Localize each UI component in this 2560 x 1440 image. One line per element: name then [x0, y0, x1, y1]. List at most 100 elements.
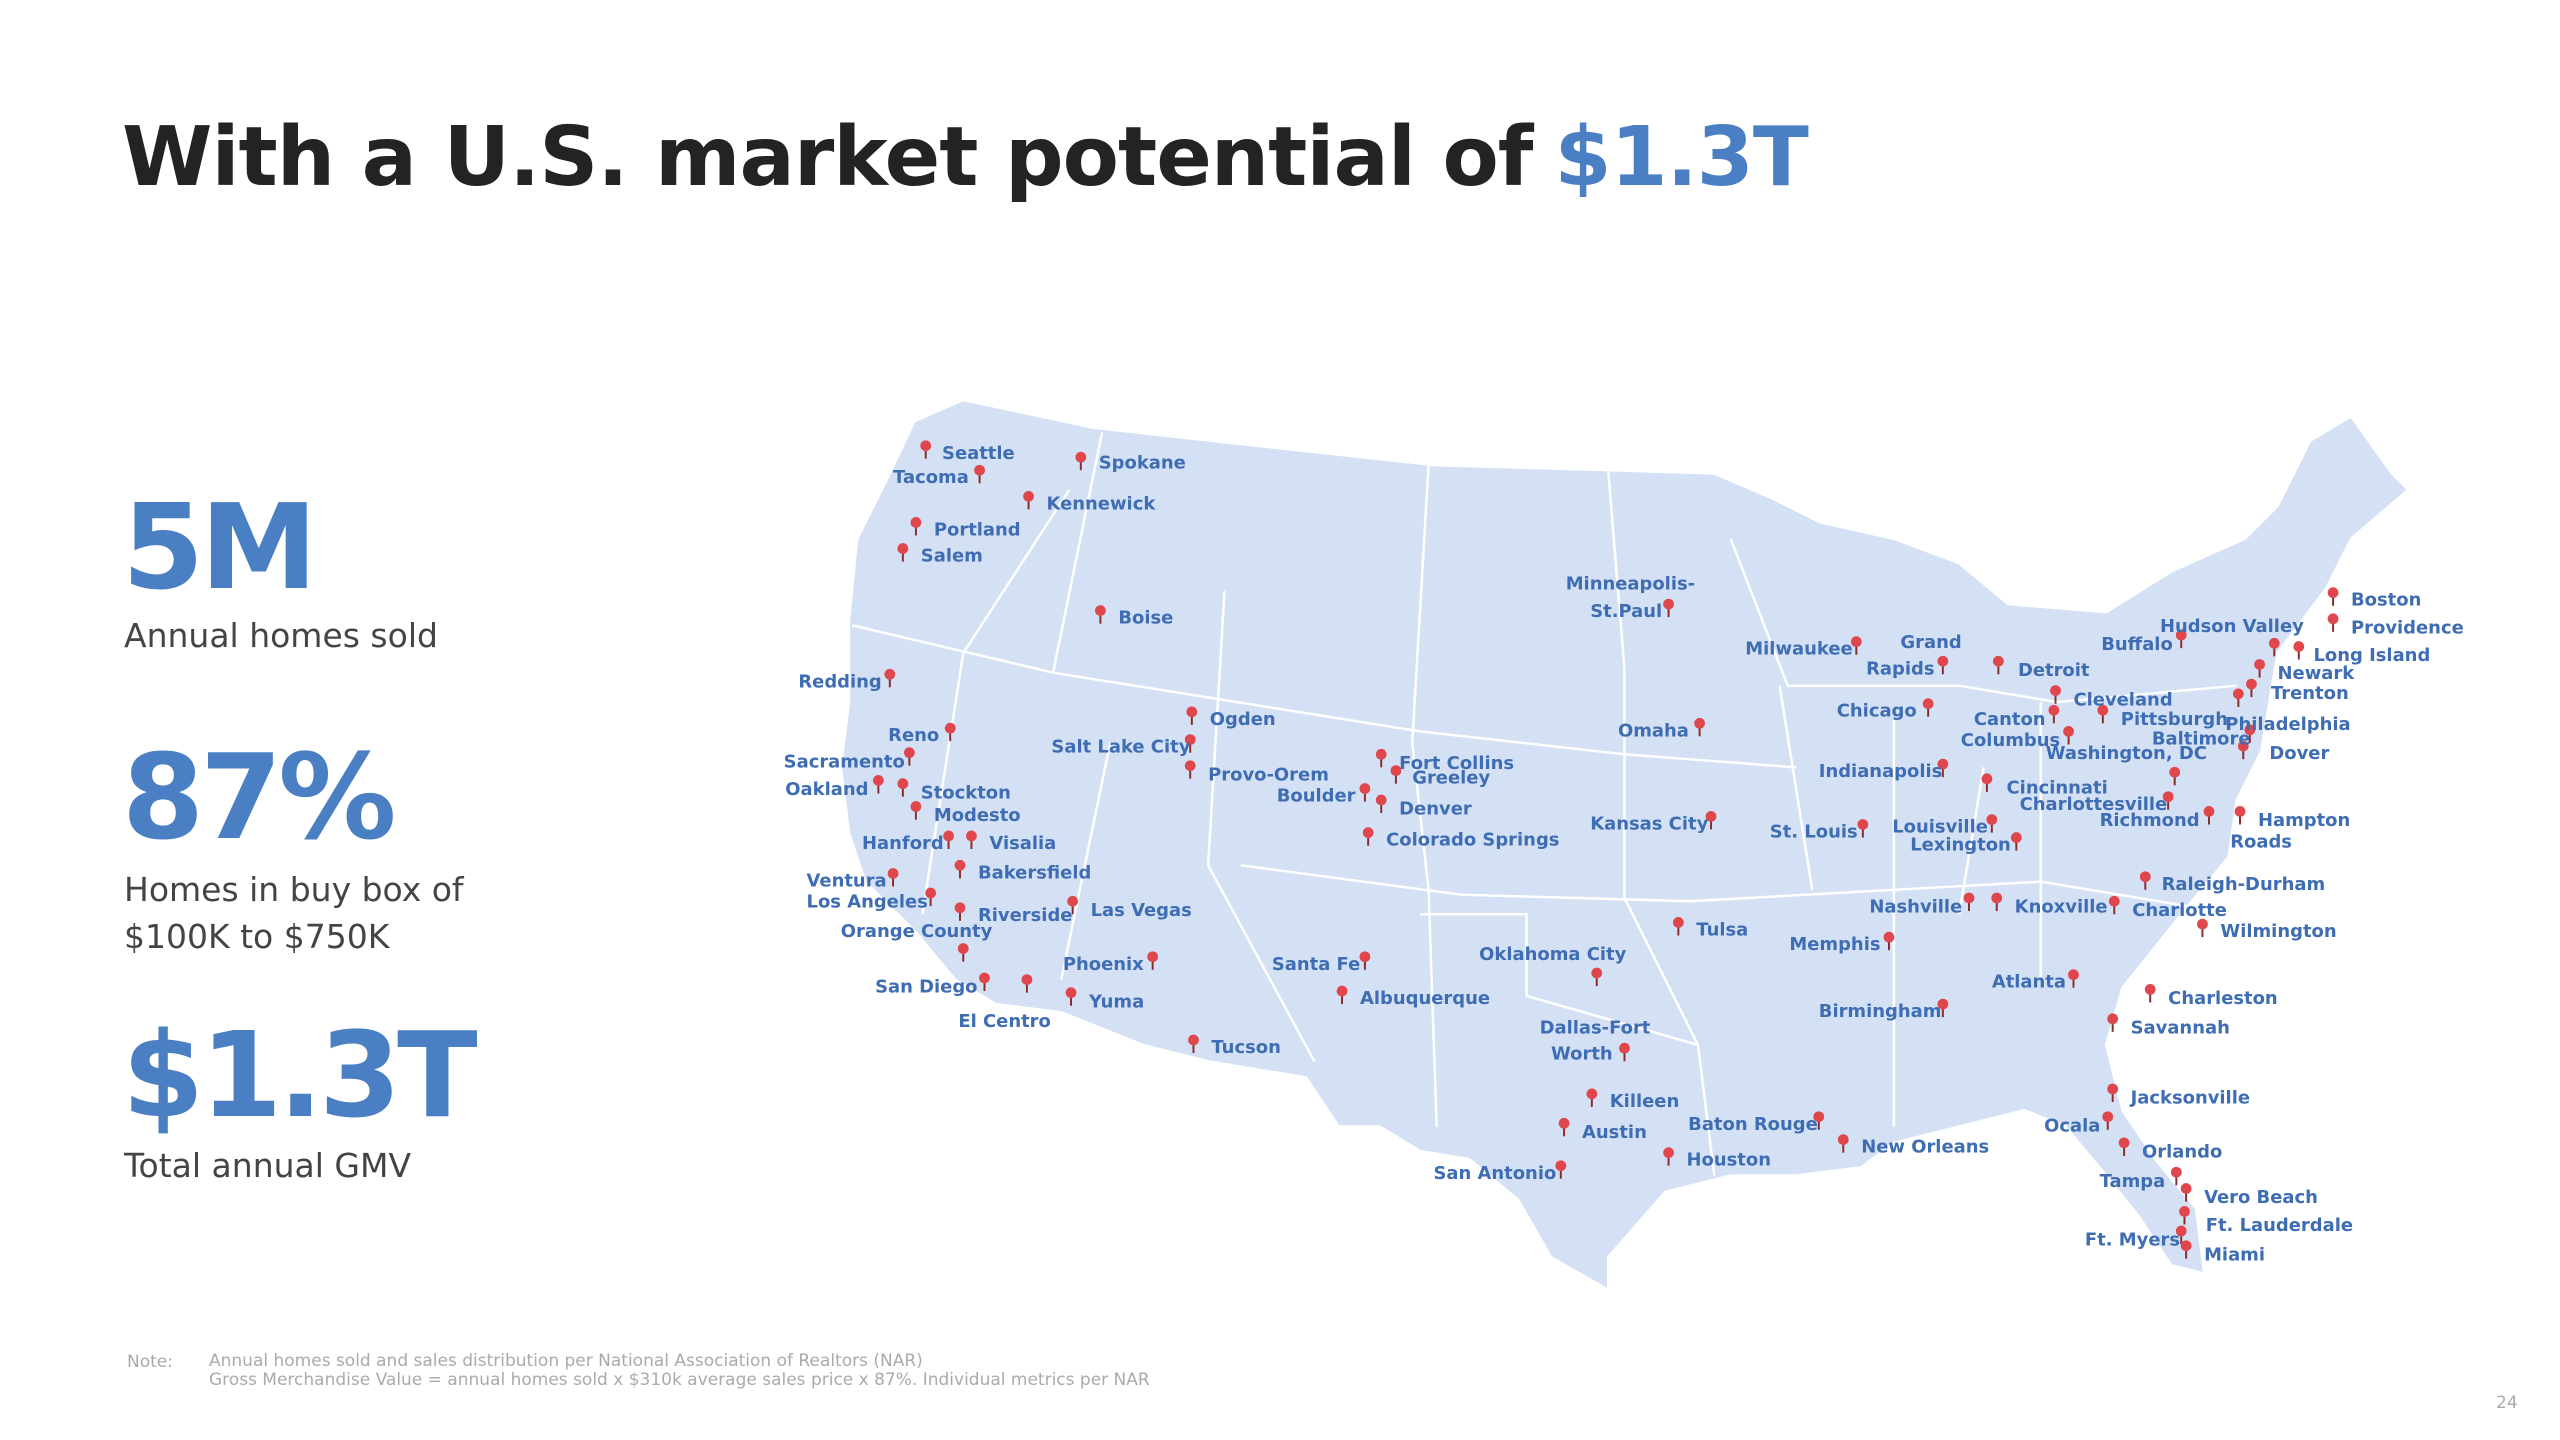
city-label: Austin: [1582, 1122, 1647, 1143]
pin-head: [2244, 724, 2256, 736]
city-label: Milwaukee: [1745, 639, 1852, 660]
city-label: Columbus: [1961, 730, 2060, 751]
city-label: Killeen: [1610, 1091, 1679, 1112]
city-label: Chicago: [1837, 701, 1917, 722]
city-label: Denver: [1399, 799, 1472, 820]
pin-head: [2327, 613, 2339, 625]
pin-head: [1672, 917, 1684, 928]
pin-head: [944, 722, 956, 734]
pin-head: [2232, 688, 2244, 700]
city-label: Worth: [1551, 1044, 1613, 1065]
city-label: Omaha: [1618, 720, 1689, 741]
city-label: Las Vegas: [1091, 900, 1192, 921]
pin-head: [1021, 974, 1033, 985]
city-label: Los Angeles: [807, 892, 928, 913]
city-label: Dallas-Fort: [1540, 1017, 1651, 1038]
city-label: Orlando: [2142, 1142, 2222, 1163]
city-label: Providence: [2351, 617, 2464, 638]
pin-head: [1023, 490, 1034, 502]
pin-head: [1663, 598, 1674, 610]
city-label: Richmond: [2100, 810, 2200, 831]
pin-head: [2162, 791, 2174, 803]
pin-head: [897, 543, 909, 554]
pin-head: [2197, 918, 2208, 930]
city-label: Stockton: [921, 782, 1011, 803]
note-label: Note:: [127, 1352, 173, 1372]
city-label: Washington, DC: [2046, 743, 2207, 764]
city-label: Canton: [1974, 709, 2046, 730]
pin-head: [1883, 931, 1895, 943]
city-label: Colorado Springs: [1386, 830, 1559, 851]
city-label: Pittsburgh: [2121, 709, 2228, 730]
pin-head: [2175, 629, 2187, 641]
pin-head: [1067, 895, 1079, 907]
pin-head: [897, 778, 909, 790]
city-label: Tucson: [1211, 1037, 1280, 1058]
pin-head: [910, 517, 922, 528]
city-label: Boulder: [1277, 786, 1356, 807]
pin-head: [1813, 1111, 1825, 1123]
pin-head: [1065, 987, 1077, 999]
pin-head: [1991, 892, 2003, 904]
pin-head: [954, 902, 966, 914]
city-label: Salem: [921, 546, 983, 567]
city-label: Hudson Valley: [2160, 616, 2304, 637]
city-label: Cleveland: [2073, 689, 2172, 710]
pin-head: [1336, 985, 1348, 997]
city-label: Wilmington: [2220, 921, 2336, 942]
pin-head: [887, 868, 899, 879]
pin-head: [943, 830, 954, 842]
city-label: Kansas City: [1590, 813, 1708, 834]
pin-head: [1362, 827, 1374, 839]
stat-value: 5M: [122, 478, 318, 616]
pin-head: [2246, 678, 2257, 690]
pin-head: [2118, 1137, 2130, 1149]
city-label: Detroit: [2018, 660, 2090, 681]
city-label: Yuma: [1088, 991, 1144, 1012]
city-label: Ft. Lauderdale: [2206, 1215, 2353, 1236]
pin-head: [1186, 706, 1198, 718]
pin-head: [1992, 655, 2004, 667]
city-label: Spokane: [1099, 453, 1186, 474]
pin-head: [1837, 1134, 1849, 1145]
city-label: Ft. Myers: [2085, 1230, 2180, 1251]
city-label: Albuquerque: [1360, 988, 1490, 1009]
pin-head: [2010, 832, 2022, 843]
pin-head: [904, 747, 915, 759]
pin-head: [2268, 637, 2280, 649]
pin-head: [1986, 814, 1998, 825]
pin-head: [1619, 1042, 1630, 1054]
pin-head: [2203, 806, 2215, 817]
city-label: Houston: [1687, 1150, 1771, 1171]
city-label: Charleston: [2168, 988, 2278, 1009]
pin-head: [1359, 951, 1371, 963]
pin-head: [2139, 871, 2151, 883]
pin-head: [1375, 748, 1387, 760]
stat-label: Homes in buy box of $100K to $750K: [124, 870, 464, 956]
pin-head: [910, 801, 922, 812]
city-label: Trenton: [2271, 683, 2349, 704]
city-label: Visalia: [989, 833, 1056, 854]
city-label: Riverside: [978, 905, 1072, 926]
pin-head: [1184, 734, 1196, 745]
pin-head: [2180, 1183, 2192, 1194]
city-label: Orange County: [841, 921, 993, 942]
city-label: Santa Fe: [1272, 954, 1360, 975]
pin-head: [1922, 698, 1934, 710]
city-label: San Diego: [875, 977, 977, 998]
city-label: Dover: [2269, 743, 2329, 764]
city-label: Grand: [1900, 632, 1961, 653]
city-label: Louisville: [1892, 817, 1988, 838]
pin-head: [2068, 969, 2079, 981]
city-label: Philadelphia: [2225, 714, 2350, 735]
pin-head: [2169, 766, 2181, 778]
city-label: Ogden: [1210, 709, 1276, 730]
pin-head: [1586, 1088, 1598, 1100]
page-number: 24: [2496, 1393, 2518, 1413]
city-label: Tampa: [2100, 1171, 2166, 1192]
city-label: Vero Beach: [2204, 1187, 2318, 1208]
slide-title: With a U.S. market potential of $1.3T: [122, 110, 1809, 205]
city-label: St. Louis: [1770, 822, 1858, 843]
pin-head: [2144, 984, 2156, 995]
city-label: Buffalo: [2101, 634, 2173, 655]
